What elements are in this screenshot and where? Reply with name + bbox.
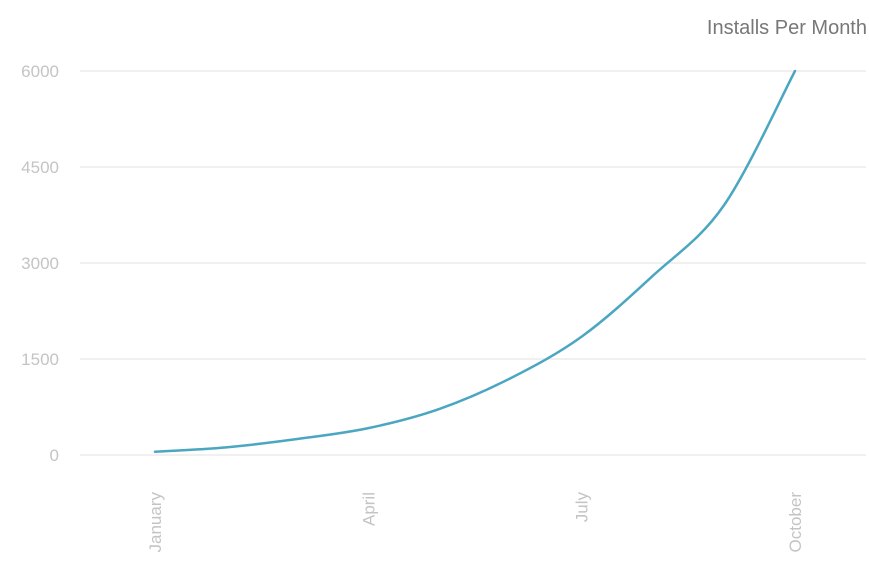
data-point (223, 444, 229, 450)
x-tick-label: April (359, 492, 378, 526)
data-point (294, 436, 300, 442)
data-point (792, 68, 798, 74)
y-tick-label: 3000 (21, 254, 59, 273)
data-point (650, 273, 656, 279)
y-tick-label: 6000 (21, 62, 59, 81)
data-point (579, 334, 585, 340)
chart-title: Installs Per Month (706, 17, 867, 39)
y-tick-label: 0 (50, 446, 59, 465)
data-point (721, 202, 727, 208)
grid-layer (80, 70, 866, 456)
y-tick-label: 1500 (21, 350, 59, 369)
x-axis-ticks: January April July October (146, 492, 805, 553)
data-point (436, 406, 442, 412)
y-axis-ticks: 0 1500 3000 4500 6000 (21, 62, 59, 465)
series-line (153, 69, 797, 454)
x-tick-label: July (573, 492, 592, 523)
series-layer (152, 68, 798, 455)
data-point (365, 425, 371, 431)
y-tick-label: 4500 (21, 158, 59, 177)
data-point (152, 449, 158, 455)
x-tick-label: October (786, 492, 805, 553)
data-point (508, 375, 514, 381)
x-tick-label: January (146, 492, 165, 553)
